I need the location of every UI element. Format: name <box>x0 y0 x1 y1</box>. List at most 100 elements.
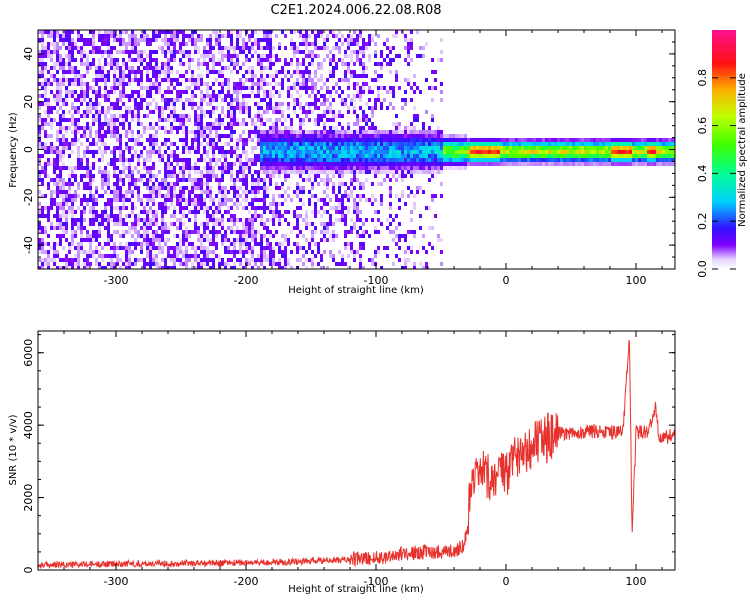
spectrogram-cell <box>305 138 308 142</box>
spectrogram-cell <box>356 170 359 174</box>
spectrogram-cell <box>47 46 50 50</box>
spectrogram-cell <box>47 54 50 58</box>
spectrogram-cell <box>368 54 371 58</box>
spectrogram-cell <box>407 170 410 174</box>
spectrogram-cell <box>299 142 302 146</box>
spectrogram-cell <box>320 150 323 154</box>
spectrogram-cell <box>356 158 359 162</box>
spectrogram-cell <box>503 158 506 162</box>
spectrogram-cell <box>434 214 437 218</box>
spectrogram-cell <box>377 34 380 38</box>
spectrogram-cell <box>302 154 305 158</box>
spectrogram-cell <box>239 194 242 198</box>
spectrogram-cell <box>419 162 422 166</box>
spectrogram-cell <box>314 242 317 246</box>
spectrogram-cell <box>107 62 110 66</box>
spectrogram-cell <box>74 74 77 78</box>
spectrogram-cell <box>44 174 47 178</box>
spectrogram-cell <box>401 194 404 198</box>
spectrogram-cell <box>155 258 158 262</box>
spectrogram-cell <box>65 230 68 234</box>
spectrogram-cell <box>59 218 62 222</box>
spectrogram-cell <box>41 194 44 198</box>
spectrogram-cell <box>185 202 188 206</box>
spectrogram-cell <box>365 154 368 158</box>
spectrogram-cell <box>356 214 359 218</box>
spectrogram-cell <box>137 38 140 42</box>
spectrogram-cell <box>59 178 62 182</box>
spectrogram-cell <box>104 166 107 170</box>
spectrogram-cell <box>326 210 329 214</box>
spectrogram-cell <box>167 98 170 102</box>
spectrogram-cell <box>197 234 200 238</box>
spectrogram-cell <box>146 54 149 58</box>
spectrogram-cell <box>95 130 98 134</box>
spectrogram-cell <box>92 218 95 222</box>
spectrogram-cell <box>446 146 449 150</box>
spectrogram-cell <box>116 106 119 110</box>
spectrogram-cell <box>116 206 119 210</box>
spectrogram-cell <box>197 142 200 146</box>
spectrogram-cell <box>305 110 308 114</box>
spectrogram-cell <box>80 242 83 246</box>
spectrogram-cell <box>65 94 68 98</box>
spectrogram-cell <box>101 134 104 138</box>
spectrogram-cell <box>353 222 356 226</box>
spectrogram-cell <box>260 166 263 170</box>
spectrogram-cell <box>101 94 104 98</box>
spectrogram-cell <box>314 158 317 162</box>
spectrogram-cell <box>212 230 215 234</box>
spectrogram-cell <box>161 106 164 110</box>
spectrogram-cell <box>263 222 266 226</box>
spectrogram-cell <box>149 186 152 190</box>
spectrogram-cell <box>146 94 149 98</box>
spectrogram-cell <box>311 222 314 226</box>
spectrogram-cell <box>248 58 251 62</box>
spectrogram-cell <box>293 226 296 230</box>
spectrogram-cell <box>194 114 197 118</box>
spectrogram-cell <box>302 254 305 258</box>
spectrogram-cell <box>302 118 305 122</box>
spectrogram-cell <box>179 114 182 118</box>
spectrogram-cell <box>170 166 173 170</box>
spectrogram-cell <box>326 118 329 122</box>
spectrogram-cell <box>242 138 245 142</box>
spectrogram-cell <box>566 154 569 158</box>
spectrogram-cell <box>95 78 98 82</box>
spectrogram-cell <box>47 214 50 218</box>
spectrogram-cell <box>182 34 185 38</box>
spectrogram-cell <box>161 238 164 242</box>
spectrogram-cell <box>248 34 251 38</box>
spectrogram-cell <box>152 110 155 114</box>
spectrogram-cell <box>260 98 263 102</box>
spectrogram-cell <box>584 138 587 142</box>
spectrogram-cell <box>557 138 560 142</box>
spectrogram-cell <box>251 258 254 262</box>
spectrogram-cell <box>260 106 263 110</box>
spectrogram-cell <box>428 162 431 166</box>
spectrogram-cell <box>500 138 503 142</box>
spectrogram-cell <box>158 206 161 210</box>
spectrogram-cell <box>62 246 65 250</box>
spectrogram-cell <box>215 70 218 74</box>
spectrogram-cell <box>455 146 458 150</box>
spectrogram-cell <box>140 34 143 38</box>
spectrogram-cell <box>176 30 179 34</box>
spectrogram-cell <box>125 30 128 34</box>
spectrogram-cell <box>230 118 233 122</box>
spectrogram-cell <box>422 234 425 238</box>
spectrogram-cell <box>566 158 569 162</box>
spectrogram-cell <box>245 242 248 246</box>
spectrogram-cell <box>140 86 143 90</box>
spectrogram-cell <box>332 66 335 70</box>
spectrogram-cell <box>431 154 434 158</box>
spectrogram-cell <box>359 258 362 262</box>
spectrogram-cell <box>179 202 182 206</box>
spectrogram-cell <box>185 250 188 254</box>
spectrogram-cell <box>38 210 41 214</box>
spectrogram-cell <box>188 242 191 246</box>
spectrogram-cell <box>65 62 68 66</box>
spectrogram-cell <box>626 146 629 150</box>
spectrogram-cell <box>242 238 245 242</box>
spectrogram-cell <box>224 246 227 250</box>
